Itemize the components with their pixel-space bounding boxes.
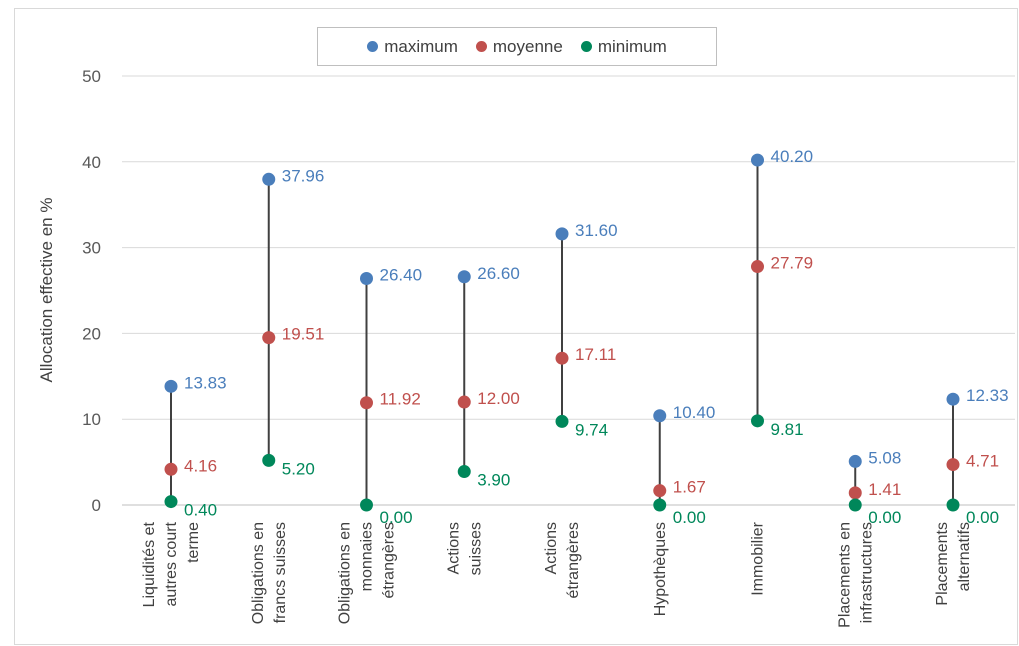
point-minimum xyxy=(262,453,276,467)
data-label-minimum: 0.00 xyxy=(380,508,413,527)
data-label-moyenne: 4.16 xyxy=(184,456,217,475)
data-label-minimum: 9.74 xyxy=(575,420,608,439)
data-label-maximum: 5.08 xyxy=(868,448,901,467)
legend-item-minimum: minimum xyxy=(580,36,667,57)
data-label-minimum: 0.00 xyxy=(673,508,706,527)
data-label-maximum: 10.40 xyxy=(673,403,716,422)
point-maximum xyxy=(555,227,569,241)
y-tick-label: 50 xyxy=(82,67,101,86)
x-category-label: Obligations en francs suisses xyxy=(250,522,289,624)
range-lines xyxy=(170,160,954,505)
point-maximum xyxy=(262,172,276,186)
point-maximum xyxy=(457,270,471,284)
point-minimum xyxy=(457,465,471,479)
x-category-labels: Liquidités et autres court terme Obligation… xyxy=(141,521,973,628)
data-label-maximum: 26.60 xyxy=(477,264,520,283)
data-label-moyenne: 1.41 xyxy=(868,480,901,499)
data-label-maximum: 26.40 xyxy=(380,265,423,284)
x-category-label: Hypothèques xyxy=(652,522,669,616)
point-minimum xyxy=(751,414,764,428)
point-minimum xyxy=(848,498,862,512)
data-label-minimum: 0.00 xyxy=(868,508,901,527)
y-tick-label: 10 xyxy=(82,410,101,429)
point-maximum xyxy=(360,271,373,285)
y-axis-title: Allocation effective en % xyxy=(37,198,56,383)
y-tick-label: 40 xyxy=(82,153,101,172)
point-moyenne xyxy=(457,395,471,409)
y-tick-label: 30 xyxy=(82,239,101,258)
point-maximum xyxy=(164,379,178,393)
legend-item-maximum: maximum xyxy=(367,37,458,57)
point-moyenne xyxy=(360,396,373,410)
x-category-label: Actions suisses xyxy=(445,522,484,575)
point-moyenne xyxy=(751,260,764,274)
x-category-label: Liquidités et autres court terme xyxy=(141,521,202,607)
point-moyenne xyxy=(946,458,960,472)
data-label-moyenne: 27.79 xyxy=(771,254,814,273)
x-category-label: Placements en infrastructures xyxy=(836,522,875,628)
data-label-minimum: 5.20 xyxy=(282,459,315,478)
data-label-moyenne: 11.92 xyxy=(380,390,421,409)
data-label-maximum: 37.96 xyxy=(282,166,325,185)
legend-marker-maximum xyxy=(367,41,379,52)
legend-label-moyenne: moyenne xyxy=(492,36,563,56)
data-label-maximum: 40.20 xyxy=(771,147,814,166)
data-label-minimum: 0.40 xyxy=(184,501,217,520)
data-label-moyenne: 4.71 xyxy=(966,452,999,471)
point-maximum xyxy=(946,392,960,406)
point-minimum xyxy=(946,498,960,512)
data-label-maximum: 12.33 xyxy=(966,386,1009,405)
point-moyenne xyxy=(164,462,178,476)
legend-label-minimum: minimum xyxy=(597,36,667,56)
point-minimum xyxy=(164,495,178,509)
data-label-maximum: 31.60 xyxy=(575,221,618,240)
point-moyenne xyxy=(262,331,276,345)
legend: maximum moyenne minimum xyxy=(317,27,717,66)
data-points xyxy=(164,153,960,512)
point-minimum xyxy=(555,414,569,428)
y-tick-label: 0 xyxy=(92,496,101,515)
x-category-label: Obligations en monnaies étrangères xyxy=(337,522,398,624)
data-label-moyenne: 17.11 xyxy=(575,345,616,364)
point-minimum xyxy=(360,498,373,512)
data-labels: 13.83 37.96 26.40 26.60 31.60 10.40 40.20 5.08 1… xyxy=(184,147,1009,527)
point-moyenne xyxy=(848,486,862,500)
point-minimum xyxy=(653,498,667,512)
point-moyenne xyxy=(653,484,667,498)
data-label-moyenne: 12.00 xyxy=(477,389,520,408)
legend-item-moyenne: moyenne xyxy=(475,36,563,57)
x-category-label: Actions étrangères xyxy=(543,522,582,599)
y-tick-label: 20 xyxy=(82,324,101,343)
chart-frame xyxy=(14,8,1018,645)
legend-label-maximum: maximum xyxy=(384,36,458,56)
point-maximum xyxy=(751,153,764,167)
y-tick-labels: 0 10 20 30 40 50 xyxy=(82,67,101,515)
x-category-label: Immobilier xyxy=(750,521,767,595)
data-label-minimum: 9.81 xyxy=(771,420,804,439)
data-label-maximum: 13.83 xyxy=(184,373,227,392)
x-category-label: Placements alternatifs xyxy=(934,522,973,606)
data-label-minimum: 3.90 xyxy=(477,471,510,490)
legend-marker-moyenne xyxy=(475,41,487,52)
point-maximum xyxy=(848,454,862,468)
gridlines xyxy=(122,75,1015,506)
point-moyenne xyxy=(555,351,569,365)
point-maximum xyxy=(653,409,667,423)
data-label-moyenne: 19.51 xyxy=(282,325,325,344)
data-label-minimum: 0.00 xyxy=(966,508,999,527)
legend-marker-minimum xyxy=(580,41,592,52)
data-label-moyenne: 1.67 xyxy=(673,478,706,497)
